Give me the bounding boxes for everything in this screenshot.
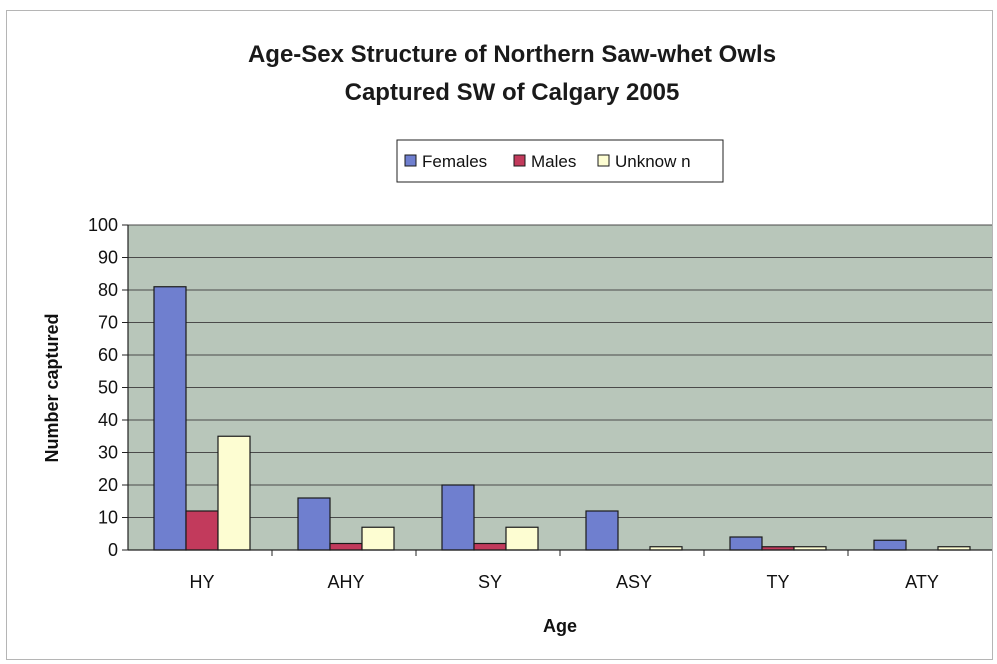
legend-label: Males [531, 152, 576, 171]
bar-females-hy [153, 286, 187, 551]
y-tick-label: 80 [98, 280, 118, 300]
x-tick-label: HY [189, 572, 214, 592]
legend-box [396, 139, 724, 183]
legend: Females Males Unknow n [396, 139, 724, 183]
y-tick-label: 30 [98, 443, 118, 463]
chart-title-line-1: Age-Sex Structure of Northern Saw-whet O… [248, 41, 776, 68]
y-tick-label: 90 [98, 248, 118, 268]
y-tick-label: 10 [98, 508, 118, 528]
bar-unknown-sy [505, 526, 539, 551]
legend-swatch-females [404, 154, 417, 167]
bar-males-ahy [329, 542, 363, 551]
bar-females-asy [585, 510, 619, 551]
gridlines [128, 224, 992, 518]
bar-unknown-ahy [361, 526, 395, 551]
bar-males-hy [185, 510, 219, 551]
y-tick-label: 50 [98, 378, 118, 398]
y-tick-label: 70 [98, 313, 118, 333]
bar-females-sy [441, 484, 475, 551]
bar-females-aty [873, 539, 907, 551]
x-tick-label: AHY [327, 572, 364, 592]
x-axis-title: Age [543, 616, 577, 636]
bars [153, 286, 971, 551]
chart-title-line-2: Captured SW of Calgary 2005 [345, 79, 680, 106]
y-tick-label: 40 [98, 410, 118, 430]
legend-label: Females [422, 152, 487, 171]
bar-females-ahy [297, 497, 331, 551]
legend-label: Unknow n [615, 152, 691, 171]
x-tick-label: ASY [616, 572, 652, 592]
legend-swatch-unknown [597, 154, 610, 167]
y-axis: 0 10 20 30 40 50 60 70 80 90 100 [88, 215, 129, 560]
y-tick-label: 20 [98, 475, 118, 495]
x-tick-label: SY [478, 572, 502, 592]
bar-males-sy [473, 542, 507, 551]
bar-unknown-hy [217, 435, 251, 551]
bar-females-ty [729, 536, 763, 551]
y-tick-label: 0 [108, 540, 118, 560]
x-axis: HY AHY SY ASY TY ATY [128, 549, 992, 592]
y-tick-label: 60 [98, 345, 118, 365]
x-tick-label: TY [766, 572, 789, 592]
x-tick-label: ATY [905, 572, 939, 592]
y-tick-label: 100 [88, 215, 118, 235]
y-axis-title: Number captured [42, 313, 62, 462]
legend-swatch-males [513, 154, 526, 167]
